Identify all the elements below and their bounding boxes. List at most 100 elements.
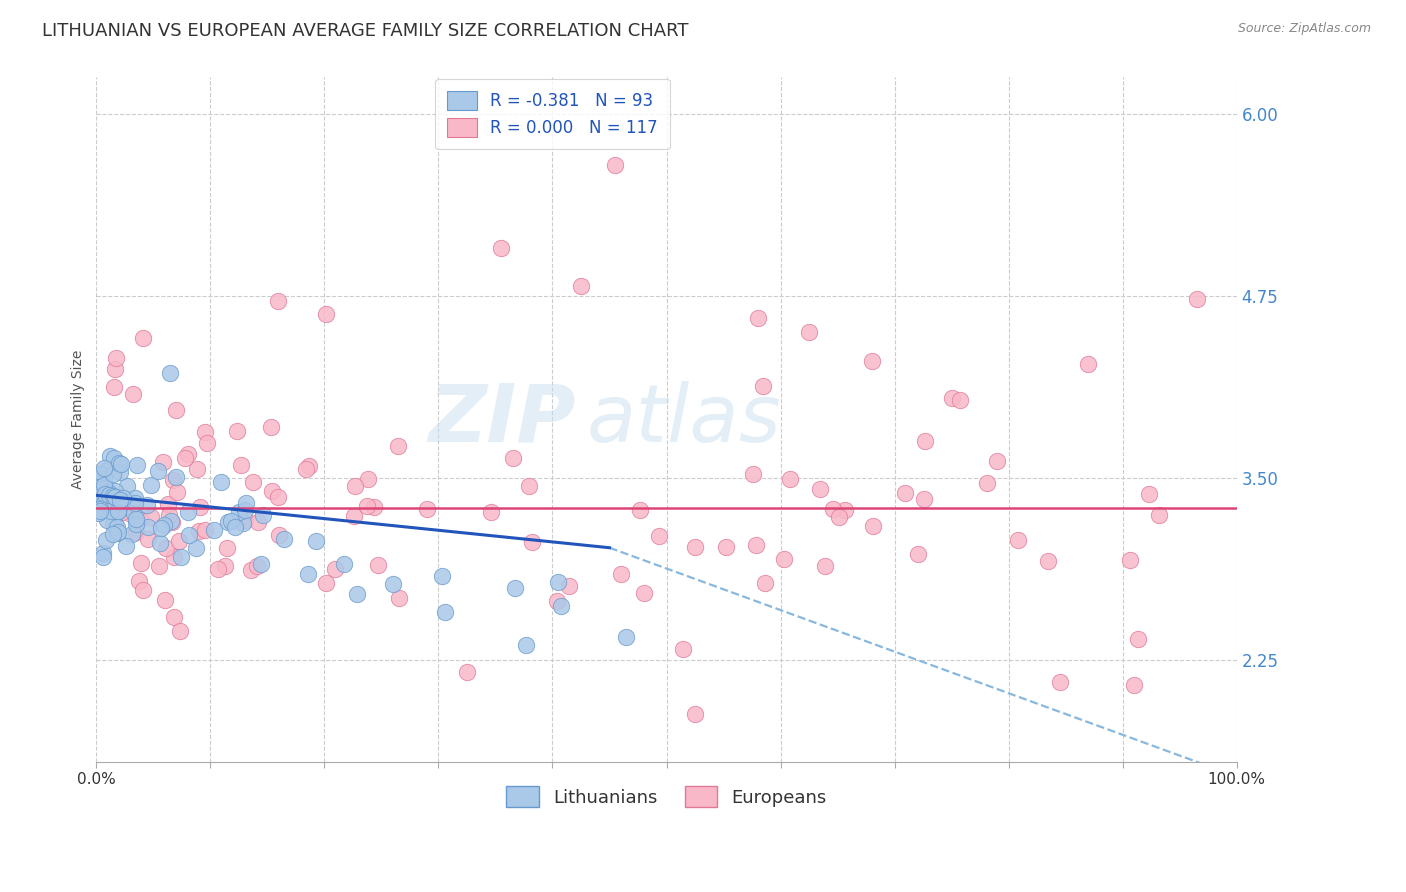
Point (976, 476, 998, 491)
Point (1119, 553, 1142, 567)
Point (648, 529, 671, 543)
Point (941, 391, 963, 405)
Point (122, 386, 145, 401)
Point (162, 473, 184, 487)
Point (124, 496, 146, 510)
Point (387, 439, 409, 453)
Point (152, 455, 174, 469)
Point (103, 516, 125, 531)
Point (209, 475, 232, 489)
Point (93, 460, 115, 475)
Point (912, 491, 935, 506)
Point (115, 479, 138, 493)
Point (517, 479, 540, 493)
Y-axis label: Average Family Size: Average Family Size (72, 350, 86, 490)
Point (101, 489, 124, 503)
Point (120, 507, 142, 521)
Point (177, 505, 200, 519)
Point (219, 514, 242, 528)
Text: LITHUANIAN VS EUROPEAN AVERAGE FAMILY SIZE CORRELATION CHART: LITHUANIAN VS EUROPEAN AVERAGE FAMILY SI… (42, 22, 689, 40)
Point (125, 511, 148, 525)
Point (105, 525, 128, 540)
Point (605, 158, 627, 172)
Point (217, 515, 239, 529)
Point (195, 435, 218, 450)
Point (122, 506, 145, 520)
Point (267, 527, 290, 541)
Point (89, 479, 111, 493)
Point (111, 505, 134, 519)
Point (104, 351, 127, 365)
Point (1007, 533, 1029, 547)
Point (148, 559, 170, 574)
Point (772, 552, 794, 566)
Point (100, 504, 122, 518)
Point (323, 562, 346, 576)
Point (672, 642, 695, 657)
Point (235, 502, 257, 516)
Point (136, 533, 159, 547)
Point (94, 486, 117, 500)
Point (96, 463, 118, 477)
Point (163, 610, 186, 624)
Point (93, 472, 115, 486)
Point (202, 523, 225, 537)
Point (633, 586, 655, 600)
Point (93, 478, 115, 492)
Point (388, 591, 411, 606)
Point (132, 330, 155, 344)
Point (246, 515, 269, 529)
Point (193, 425, 215, 440)
Point (129, 511, 152, 525)
Point (101, 527, 124, 541)
Point (146, 464, 169, 478)
Point (489, 241, 512, 255)
Point (343, 508, 366, 523)
Point (246, 558, 269, 573)
Point (367, 558, 389, 573)
Point (250, 558, 273, 572)
Point (520, 535, 543, 549)
Point (108, 492, 131, 507)
Point (828, 510, 851, 524)
Point (346, 587, 368, 601)
Point (165, 403, 187, 417)
Point (343, 479, 366, 493)
Point (862, 519, 884, 533)
Point (1185, 292, 1208, 306)
Point (456, 665, 478, 679)
Point (779, 472, 801, 486)
Point (89, 502, 111, 516)
Point (91, 546, 114, 560)
Point (91, 484, 114, 499)
Point (173, 451, 195, 466)
Point (432, 569, 454, 583)
Point (121, 527, 143, 541)
Point (97, 485, 120, 500)
Point (91, 486, 114, 500)
Point (97, 488, 120, 502)
Point (714, 540, 737, 554)
Text: atlas: atlas (586, 381, 782, 458)
Legend: Lithuanians, Europeans: Lithuanians, Europeans (499, 779, 834, 814)
Point (96, 513, 118, 527)
Point (683, 706, 706, 721)
Point (170, 549, 193, 564)
Point (752, 378, 775, 392)
Point (267, 490, 290, 504)
Point (162, 515, 184, 529)
Point (381, 577, 404, 591)
Point (150, 521, 173, 535)
Point (157, 508, 180, 523)
Point (479, 505, 502, 519)
Point (207, 562, 229, 576)
Point (186, 541, 208, 555)
Point (129, 556, 152, 570)
Point (628, 502, 651, 516)
Point (741, 467, 763, 481)
Point (297, 567, 319, 582)
Point (104, 483, 127, 498)
Point (356, 499, 378, 513)
Point (93, 495, 115, 509)
Point (1036, 554, 1059, 568)
